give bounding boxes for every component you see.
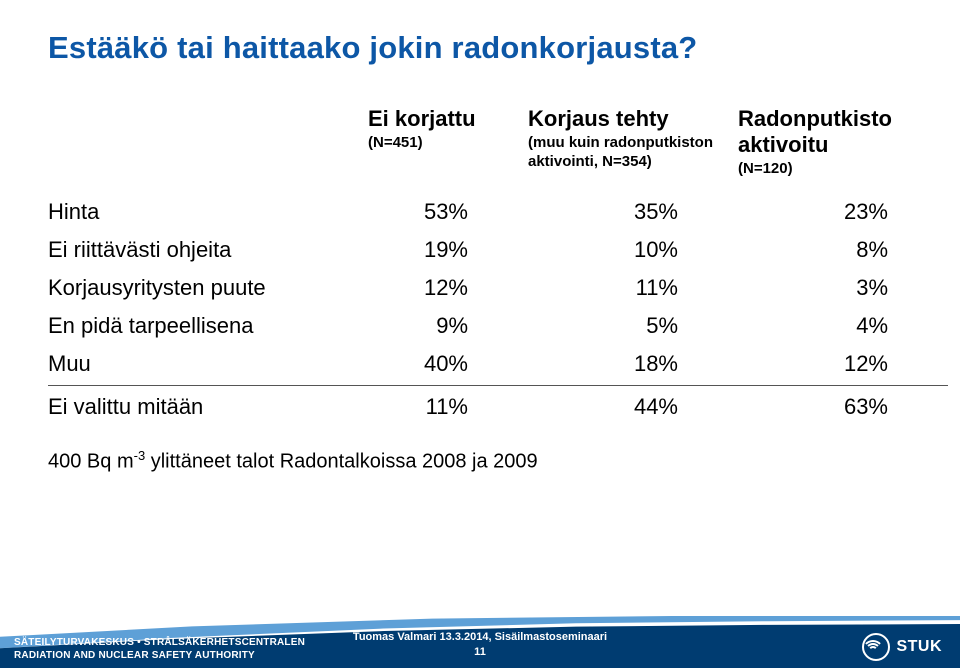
col1-sub: (N=451) — [368, 134, 518, 153]
row-label: Hinta — [48, 193, 368, 231]
cell: 11% — [368, 385, 528, 426]
cell: 19% — [368, 231, 528, 269]
cell: 44% — [528, 385, 738, 426]
row-label: Korjausyritysten puute — [48, 269, 368, 307]
cell: 23% — [738, 193, 948, 231]
cell: 53% — [368, 193, 528, 231]
footer-center-line1: Tuomas Valmari 13.3.2014, Sisäilmastosem… — [353, 630, 607, 644]
table-row: Ei valittu mitään 11% 44% 63% — [48, 385, 948, 426]
table-row: Korjausyritysten puute 12% 11% 3% — [48, 269, 948, 307]
footnote-sup: -3 — [134, 448, 146, 463]
row-label: Ei riittävästi ohjeita — [48, 231, 368, 269]
table-row: Hinta 53% 35% 23% — [48, 193, 948, 231]
cell: 11% — [528, 269, 738, 307]
footer-org: SÄTEILYTURVAKESKUS • STRÅLSÄKERHETSCENTR… — [14, 637, 305, 662]
footer-page-number: 11 — [353, 645, 607, 659]
row-label: Muu — [48, 345, 368, 386]
cell: 40% — [368, 345, 528, 386]
col-head-2: Korjaus tehty (muu kuin radonputkiston a… — [528, 100, 738, 193]
cell: 63% — [738, 385, 948, 426]
col-empty — [48, 100, 368, 193]
table-row: Ei riittävästi ohjeita 19% 10% 8% — [48, 231, 948, 269]
slide-footer: SÄTEILYTURVAKESKUS • STRÅLSÄKERHETSCENTR… — [0, 616, 960, 668]
cell: 4% — [738, 307, 948, 345]
footer-center: Tuomas Valmari 13.3.2014, Sisäilmastosem… — [353, 630, 607, 659]
cell: 35% — [528, 193, 738, 231]
cell: 10% — [528, 231, 738, 269]
stuk-logo: STUK — [862, 633, 942, 661]
col2-sub: (muu kuin radonputkiston aktivointi, N=3… — [528, 134, 728, 172]
footnote: 400 Bq m-3 ylittäneet talot Radontalkois… — [48, 448, 912, 474]
col1-title: Ei korjattu — [368, 106, 476, 131]
stuk-logo-text: STUK — [896, 638, 942, 656]
row-label: En pidä tarpeellisena — [48, 307, 368, 345]
col3-sub: (N=120) — [738, 160, 938, 179]
col-head-3: Radonputkisto aktivoitu (N=120) — [738, 100, 948, 193]
footer-org-line2: RADIATION AND NUCLEAR SAFETY AUTHORITY — [14, 650, 305, 663]
cell: 12% — [738, 345, 948, 386]
col3-title: Radonputkisto aktivoitu — [738, 106, 892, 157]
cell: 8% — [738, 231, 948, 269]
footnote-post: ylittäneet talot Radontalkoissa 2008 ja … — [145, 450, 538, 472]
col2-title: Korjaus tehty — [528, 106, 669, 131]
col-head-1: Ei korjattu (N=451) — [368, 100, 528, 193]
row-label: Ei valittu mitään — [48, 385, 368, 426]
cell: 5% — [528, 307, 738, 345]
footnote-pre: 400 Bq m — [48, 450, 134, 472]
stuk-logo-icon — [862, 633, 890, 661]
page-title: Estääkö tai haittaako jokin radonkorjaus… — [48, 30, 912, 66]
table-row: En pidä tarpeellisena 9% 5% 4% — [48, 307, 948, 345]
cell: 18% — [528, 345, 738, 386]
cell: 12% — [368, 269, 528, 307]
footer-org-line1: SÄTEILYTURVAKESKUS • STRÅLSÄKERHETSCENTR… — [14, 637, 305, 650]
obstacles-table: Ei korjattu (N=451) Korjaus tehty (muu k… — [48, 100, 948, 426]
cell: 9% — [368, 307, 528, 345]
table-row: Muu 40% 18% 12% — [48, 345, 948, 386]
cell: 3% — [738, 269, 948, 307]
